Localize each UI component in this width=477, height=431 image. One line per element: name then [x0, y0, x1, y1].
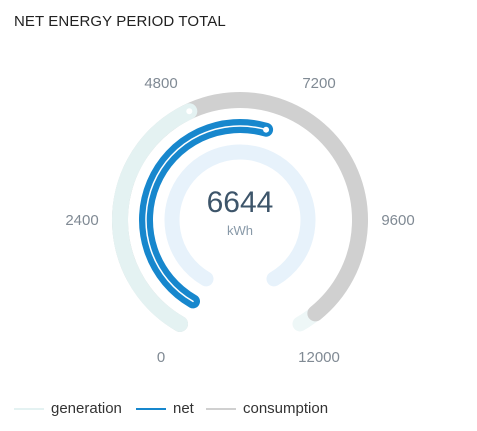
generation-arc[interactable] — [112, 103, 198, 332]
legend: generation net consumption — [0, 400, 477, 422]
legend-swatch-consumption — [206, 407, 236, 410]
chart-title: NET ENERGY PERIOD TOTAL — [14, 13, 226, 30]
legend-label-consumption: consumption — [243, 400, 329, 417]
legend-label-generation: generation — [51, 400, 122, 417]
legend-item-net[interactable]: net — [136, 400, 194, 417]
inner-track — [164, 144, 316, 287]
generation-end-marker — [186, 108, 193, 115]
legend-label-net: net — [173, 400, 194, 417]
tick-label-7200: 7200 — [302, 75, 335, 92]
gauge-arcs — [112, 92, 368, 332]
center-value: 6644 — [207, 186, 274, 219]
net-arc-centerline — [145, 125, 267, 303]
gauge-svg: 0 2400 4800 7200 9600 12000 6644 kWh — [65, 75, 414, 366]
legend-item-generation[interactable]: generation — [14, 400, 122, 417]
legend-swatch-net — [136, 407, 166, 410]
tick-label-0: 0 — [157, 349, 165, 366]
tick-label-12000: 12000 — [298, 349, 340, 366]
tick-label-2400: 2400 — [65, 212, 98, 229]
tick-label-4800: 4800 — [144, 75, 177, 92]
gauge-tick-labels: 0 2400 4800 7200 9600 12000 — [65, 75, 414, 366]
center-unit: kWh — [227, 223, 253, 238]
legend-item-consumption[interactable]: consumption — [206, 400, 328, 417]
legend-swatch-generation — [14, 407, 44, 410]
tick-label-9600: 9600 — [381, 212, 414, 229]
net-end-marker — [263, 126, 270, 133]
